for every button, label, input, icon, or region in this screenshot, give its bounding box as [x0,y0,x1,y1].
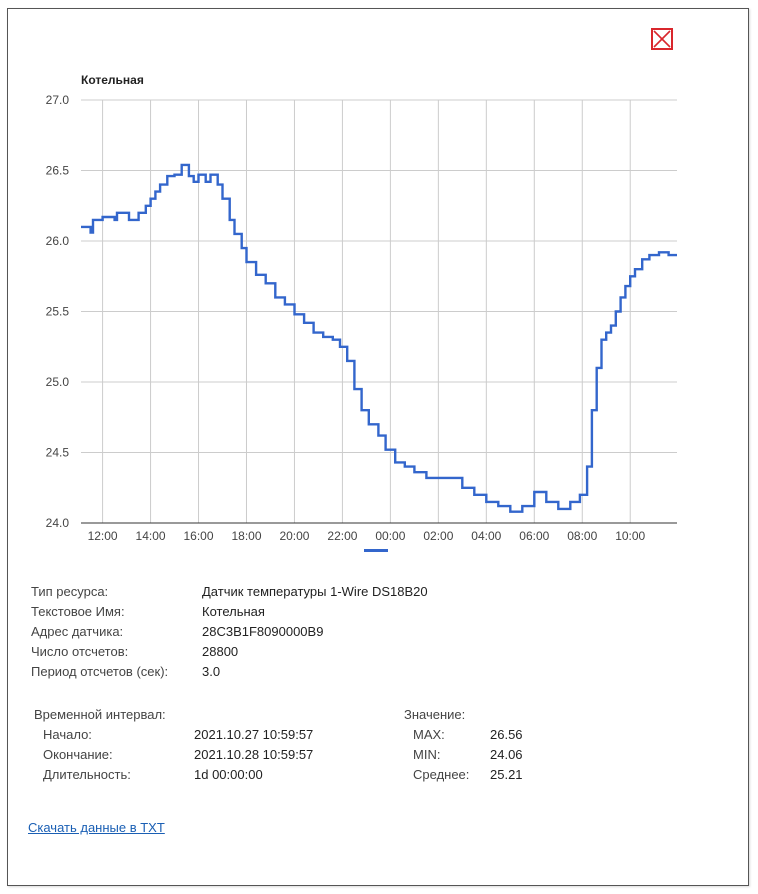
stats-avg-label: Среднее: [413,767,470,782]
stats-max-value: 26.56 [490,727,523,742]
temperature-chart: 24.024.525.025.526.026.527.0 12:00 14:00 1… [46,93,677,552]
interval-duration-label: Длительность: [43,767,131,782]
x-tick-label: 10:00 [615,529,645,543]
interval-end-value: 2021.10.28 10:59:57 [194,747,314,762]
x-tick-label: 08:00 [567,529,597,543]
y-tick-label: 26.0 [46,234,70,248]
address-label: Адрес датчика: [31,624,124,639]
period-value: 3.0 [202,664,221,679]
resource-type-value: Датчик температуры 1-Wire DS18B20 [202,584,428,599]
x-tick-label: 04:00 [471,529,501,543]
stats-min-value: 24.06 [490,747,523,762]
sensor-dialog: Котельная 24.0 24.5 25.0 25.5 26.0 26.5 27.0 1… [7,8,749,886]
x-tick-label: 16:00 [184,529,214,543]
stats-heading: Значение: [404,707,466,722]
x-tick-label: 00:00 [375,529,405,543]
address-value: 28C3B1F8090000B9 [202,624,324,639]
chart-grid [81,99,677,524]
x-tick-label: 20:00 [279,529,309,543]
x-tick-label: 06:00 [519,529,549,543]
download-txt-link[interactable]: Скачать данные в TXT [28,820,165,835]
series-line-kotelnaya [81,163,677,513]
scroll-indicator [364,549,388,552]
text-name-value: Котельная [202,604,265,619]
count-value: 28800 [202,644,239,659]
interval-end-label: Окончание: [43,747,113,762]
x-axis-ticks: 12:00 14:00 16:00 18:00 20:00 22:00 00:00 02:00… [88,529,646,543]
close-icon [653,30,671,48]
y-tick-label: 25.5 [46,305,70,319]
stats-max-label: MAX: [413,727,445,742]
x-tick-label: 12:00 [88,529,118,543]
interval-duration-value: 1d 00:00:00 [194,767,263,782]
period-label: Период отсчетов (сек): [31,664,169,679]
x-tick-label: 02:00 [423,529,453,543]
interval-start-label: Начало: [43,727,92,742]
stats-avg-value: 25.21 [490,767,523,782]
y-tick-label: 24.0 [46,516,70,530]
chart-title: Котельная [81,73,144,87]
y-tick-label: 27.0 [46,93,70,107]
x-tick-label: 18:00 [231,529,261,543]
y-axis-ticks: 24.0 24.5 25.0 25.5 26.0 26.5 27.0 [46,93,70,530]
interval-start-value: 2021.10.27 10:59:57 [194,727,314,742]
text-name-label: Текстовое Имя: [31,604,125,619]
y-tick-label: 24.5 [46,446,70,460]
count-label: Число отсчетов: [31,644,129,659]
y-tick-label: 26.5 [46,164,70,178]
resource-type-label: Тип ресурса: [31,584,109,599]
interval-heading: Временной интервал: [34,707,166,722]
close-button[interactable] [651,28,673,50]
x-tick-label: 22:00 [327,529,357,543]
x-tick-label: 14:00 [136,529,166,543]
y-tick-label: 25.0 [46,375,70,389]
stats-min-label: MIN: [413,747,441,762]
